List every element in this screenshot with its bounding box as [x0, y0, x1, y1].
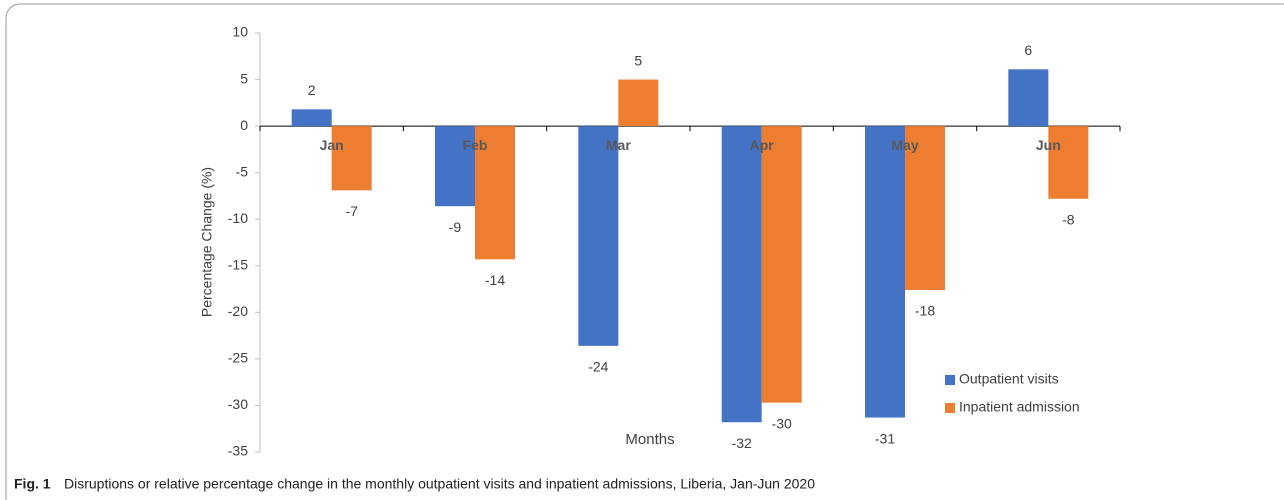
- x-tick-label: Jan: [320, 137, 344, 153]
- bar: [865, 126, 905, 418]
- x-tick-label: Feb: [463, 137, 488, 153]
- bar: [435, 126, 475, 207]
- bar: [721, 126, 762, 423]
- data-label: -30: [772, 415, 792, 431]
- y-tick-label: -5: [236, 163, 249, 179]
- y-tick-label: -15: [228, 256, 248, 272]
- x-tick-label: Mar: [606, 137, 631, 153]
- data-label: -32: [732, 435, 752, 451]
- y-tick-label: -10: [228, 210, 248, 226]
- data-label: 6: [1024, 42, 1032, 58]
- bar: [905, 126, 945, 290]
- x-tick-label: Jun: [1036, 137, 1061, 153]
- y-tick-label: -20: [228, 303, 248, 319]
- y-tick-label: 0: [240, 117, 248, 133]
- frame: [5, 3, 1284, 500]
- data-label: -14: [485, 272, 505, 288]
- bar: [1048, 126, 1089, 199]
- data-label: 5: [634, 52, 642, 68]
- bar: [475, 126, 515, 260]
- bar: [1008, 69, 1049, 127]
- x-axis-label: Months: [625, 431, 674, 448]
- caption-text: Disruptions or relative percentage chang…: [64, 476, 815, 492]
- y-tick-label: 10: [232, 24, 248, 40]
- bar: [291, 109, 332, 127]
- data-label: 2: [308, 82, 316, 98]
- x-tick-label: Apr: [750, 137, 775, 153]
- legend-label: Inpatient admission: [959, 399, 1080, 415]
- bar: [618, 79, 659, 127]
- data-label: -18: [915, 303, 935, 319]
- y-tick-label: -30: [228, 396, 248, 412]
- data-label: -8: [1062, 211, 1075, 227]
- data-label: -24: [588, 359, 608, 375]
- x-tick-label: May: [891, 137, 918, 153]
- bar: [578, 126, 619, 346]
- data-label: -7: [345, 203, 358, 219]
- bar: [761, 126, 802, 403]
- y-axis-label: Percentage Change (%): [199, 167, 215, 317]
- legend-swatch: [945, 375, 955, 385]
- y-tick-label: -35: [228, 443, 248, 459]
- legend-label: Outpatient visits: [959, 371, 1059, 387]
- caption-label: Fig. 1: [14, 476, 51, 492]
- data-label: -9: [449, 219, 462, 235]
- bar: [331, 126, 372, 191]
- y-tick-label: -25: [228, 350, 248, 366]
- y-tick-label: 5: [240, 70, 248, 86]
- data-label: -31: [875, 430, 895, 446]
- legend-swatch: [945, 403, 955, 413]
